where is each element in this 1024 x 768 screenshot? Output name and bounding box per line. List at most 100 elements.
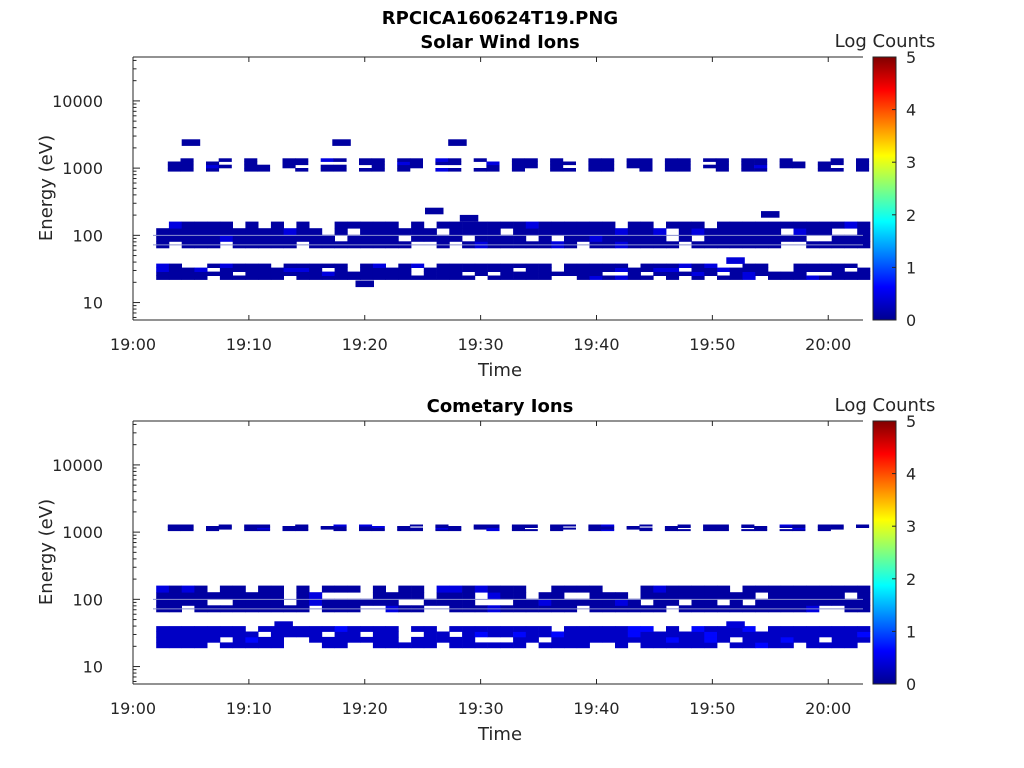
spectrogram-cell xyxy=(473,158,487,162)
spectrogram-cell xyxy=(309,626,323,632)
spectrogram-cell xyxy=(245,631,259,638)
spectrogram-cell xyxy=(742,626,756,632)
spectrogram-cell xyxy=(245,275,259,280)
spectrogram-cell xyxy=(830,158,844,162)
spectrogram-cell xyxy=(194,626,208,632)
spectrogram-cell xyxy=(168,642,182,649)
spectrogram-cell xyxy=(500,267,514,272)
spectrogram-cell xyxy=(653,631,667,638)
spectrogram-cell xyxy=(168,271,182,276)
spectrogram-cell xyxy=(359,524,373,527)
spectrogram-cell xyxy=(309,228,323,236)
spectrogram-cell xyxy=(436,263,450,268)
spectrogram-cell xyxy=(830,527,844,530)
spectrogram-cell xyxy=(550,168,564,172)
spectrogram-cell xyxy=(779,526,793,528)
spectrogram-cell xyxy=(194,642,208,649)
spectrogram-cell xyxy=(360,271,374,276)
spectrogram-cell xyxy=(218,164,232,169)
spectrogram-cell xyxy=(474,221,488,229)
spectrogram-cell xyxy=(551,592,565,600)
spectrogram-cell xyxy=(602,631,616,638)
spectrogram-cell xyxy=(715,529,729,532)
spectrogram-cell xyxy=(550,527,564,530)
spectrogram-cell xyxy=(755,267,769,272)
spectrogram-cell xyxy=(397,164,411,169)
spectrogram-cell xyxy=(385,642,399,649)
spectrogram-cell xyxy=(576,263,590,268)
spectrogram-cell xyxy=(449,221,463,229)
y-tick-label: 100 xyxy=(72,226,103,245)
spectrogram-cell xyxy=(780,631,794,638)
colorbar-tick-label: 5 xyxy=(906,412,916,431)
y-tick-label: 10 xyxy=(83,294,103,313)
spectrogram-cell xyxy=(181,636,195,643)
spectrogram-cell xyxy=(754,164,768,169)
spectrogram-cell xyxy=(513,626,527,632)
spectrogram-cell xyxy=(206,526,220,528)
spectrogram-cell xyxy=(156,263,170,268)
spectrogram-cell xyxy=(742,221,756,229)
spectrogram-cell xyxy=(589,592,603,600)
spectrogram-cell xyxy=(282,529,296,532)
spectrogram-cell xyxy=(486,527,500,530)
spectrogram-cell xyxy=(232,642,246,649)
spectrogram-cell xyxy=(538,271,552,276)
spectrogram-cell xyxy=(296,631,310,638)
spectrogram-cell xyxy=(755,585,769,593)
spectrogram-cell xyxy=(601,158,615,162)
spectrogram-cell xyxy=(806,598,820,606)
spectrogram-cell xyxy=(321,585,335,593)
spectrogram-cell xyxy=(360,636,374,643)
spectrogram-cell xyxy=(398,263,412,268)
spectrogram-cell xyxy=(602,263,616,268)
spectrogram-cell xyxy=(678,636,692,643)
spectrogram-cell xyxy=(486,164,500,169)
spectrogram-cell xyxy=(181,642,195,649)
spectrogram-cell xyxy=(270,275,284,280)
spectrogram-cell xyxy=(347,636,361,643)
spectrogram-cell xyxy=(321,626,335,632)
spectrogram-cell xyxy=(194,234,208,242)
spectrogram-cell xyxy=(333,526,347,528)
spectrogram-cell xyxy=(806,592,820,600)
spectrogram-cell xyxy=(741,158,755,162)
spectrogram-cell xyxy=(564,228,578,236)
spectrogram-cell xyxy=(666,592,680,600)
spectrogram-cell xyxy=(831,221,845,229)
spectrogram-cell xyxy=(768,642,782,649)
spectrogram-cell xyxy=(704,631,718,638)
spectrogram-cell xyxy=(449,234,463,242)
spectrogram-cell xyxy=(819,263,833,268)
spectrogram-cell xyxy=(538,592,552,600)
spectrogram-cell xyxy=(602,592,616,600)
spectrogram-cell xyxy=(168,275,182,280)
spectrogram-cell xyxy=(793,585,807,593)
spectrogram-cell xyxy=(296,234,310,242)
spectrogram-cell xyxy=(678,263,692,268)
spectrogram-cell xyxy=(704,228,718,236)
spectrogram-cell xyxy=(666,275,680,280)
spectrogram-cell xyxy=(436,631,450,638)
spectrogram-cell xyxy=(334,585,348,593)
spectrogram-cell xyxy=(729,228,743,236)
spectrogram-cell xyxy=(831,275,845,280)
spectrogram-cell xyxy=(462,631,476,638)
spectrogram-cell xyxy=(627,267,641,272)
spectrogram-cell xyxy=(768,275,782,280)
spectrogram-cell xyxy=(627,636,641,643)
spectrogram-cell xyxy=(156,234,170,242)
colorbar-tick-label: 0 xyxy=(906,675,916,694)
spectrogram-cell xyxy=(411,592,425,600)
spectrogram-cell xyxy=(167,168,181,172)
spectrogram-cell xyxy=(653,228,667,236)
spectrogram-cell xyxy=(717,631,731,638)
spectrogram-cell xyxy=(423,636,437,643)
spectrogram-cell xyxy=(360,234,374,242)
spectrogram-cell xyxy=(742,642,756,649)
spectrogram-cell xyxy=(309,592,323,600)
spectrogram-cell xyxy=(831,642,845,649)
spectrogram-cell xyxy=(844,631,858,638)
spectrogram-cell xyxy=(398,275,412,280)
spectrogram-cell xyxy=(309,636,323,643)
